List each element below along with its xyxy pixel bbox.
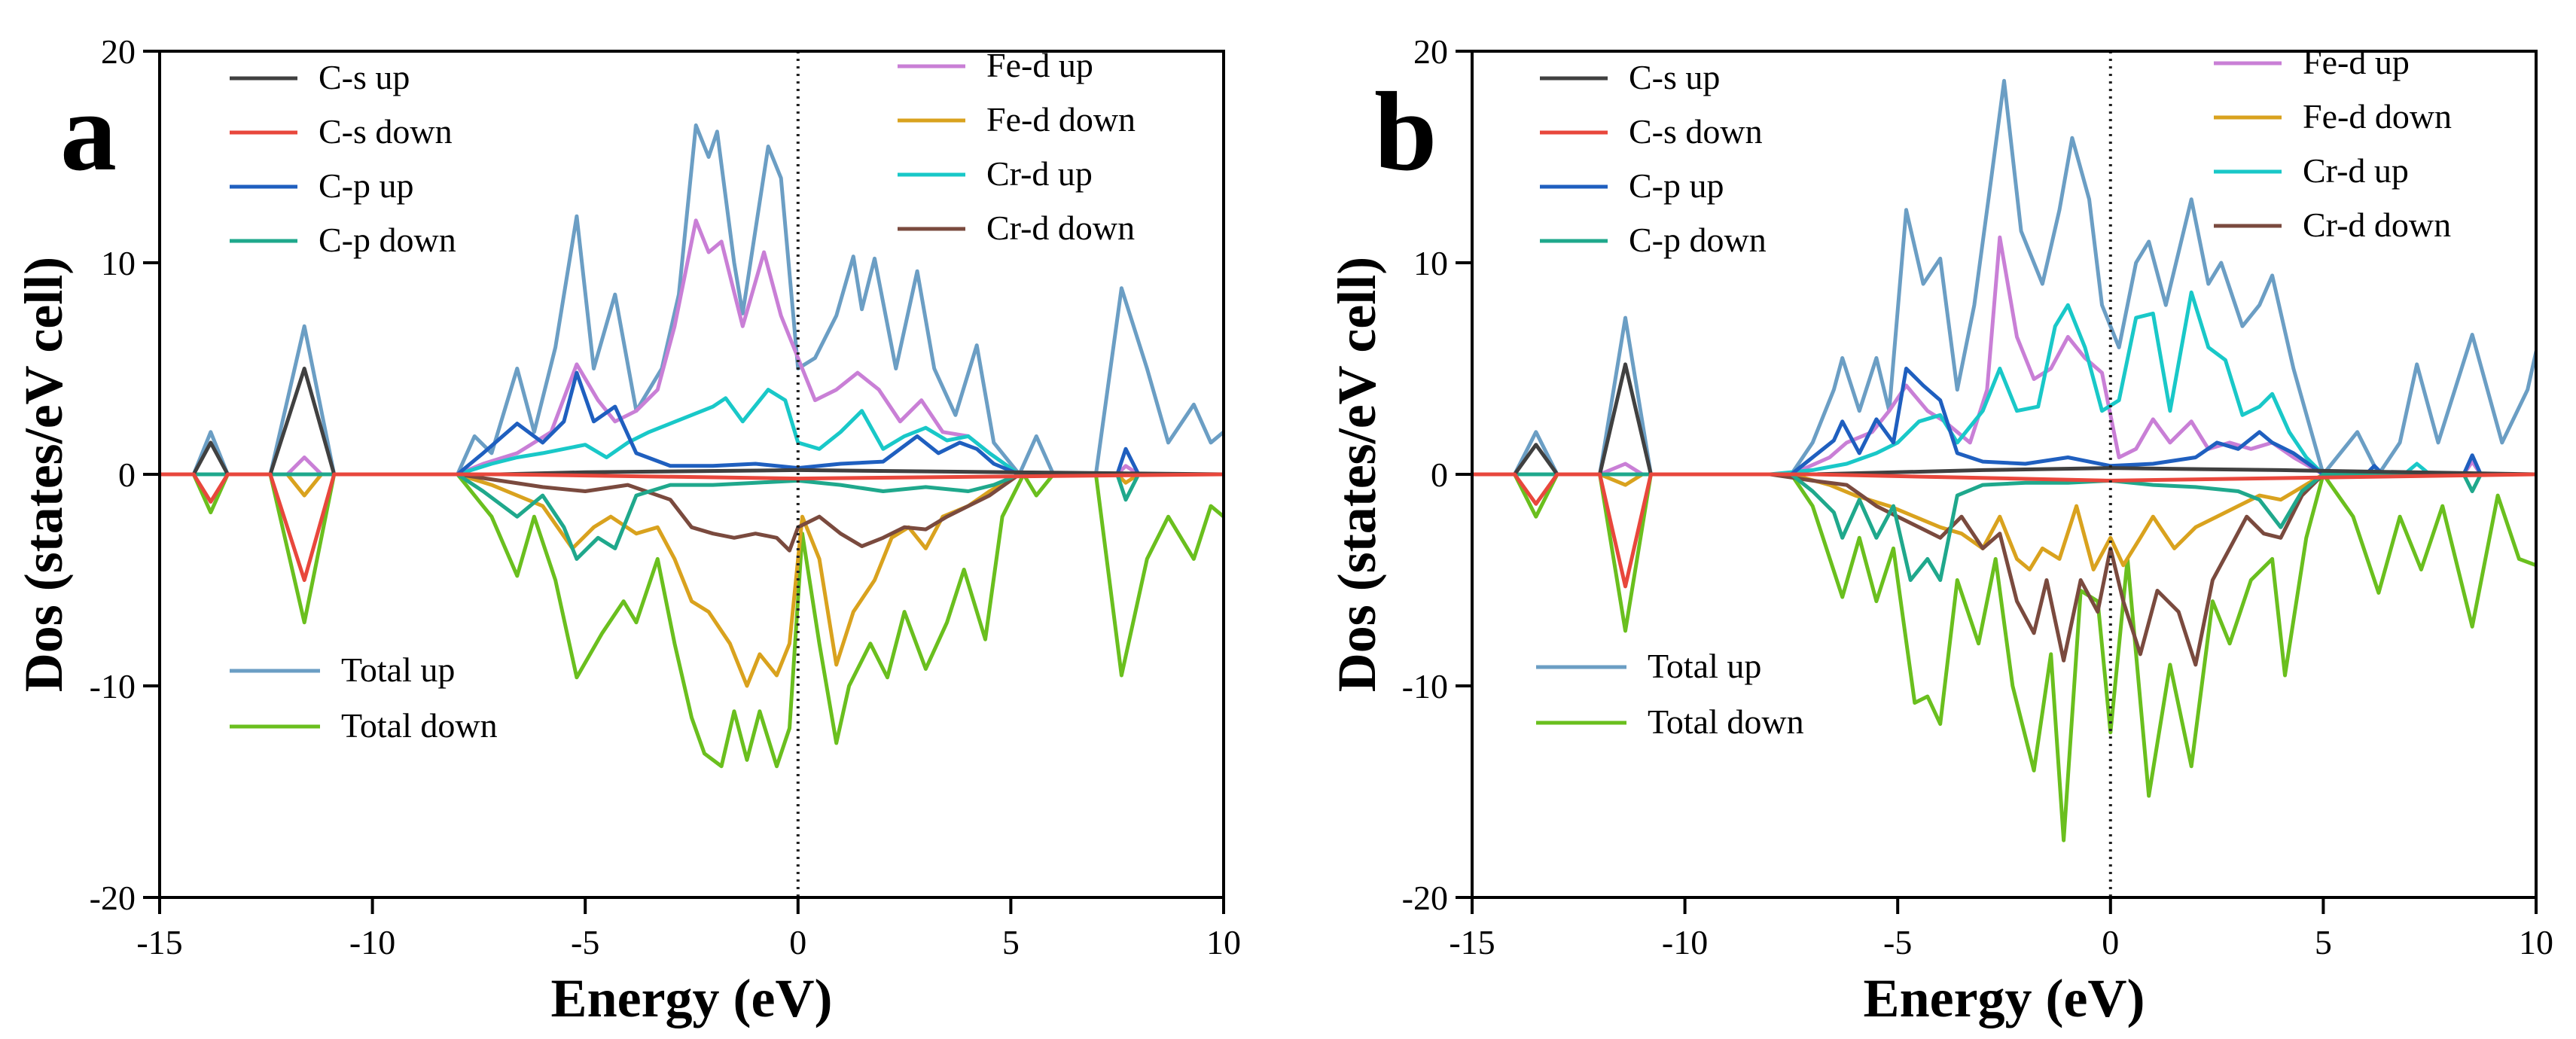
x-tick-label: 0 bbox=[789, 923, 806, 961]
x-tick-label: -15 bbox=[136, 923, 182, 961]
panel-a: -15 -10 -5 0 5 10 -20 -10 0 10 20 Energy (eV) Dos (s… bbox=[14, 32, 1241, 1028]
y-tick-label: 0 bbox=[1431, 456, 1448, 494]
series-line-c-p-down bbox=[1472, 472, 2536, 582]
series-line-total-down bbox=[1472, 472, 2536, 842]
y-tick-label: 10 bbox=[1413, 244, 1448, 282]
x-tick-label: -5 bbox=[1883, 923, 1912, 961]
x-tick-label: 10 bbox=[2519, 923, 2553, 961]
y-axis-title: Dos (states/eV cell) bbox=[1327, 257, 1387, 693]
series-line-c-s-down bbox=[1472, 472, 2536, 589]
y-tick-label: -20 bbox=[90, 879, 136, 917]
series-group bbox=[160, 123, 1224, 769]
legend-top-right: Fe-d up Fe-d down Cr-d up Cr-d down bbox=[898, 46, 1136, 247]
x-tick-label: 5 bbox=[2315, 923, 2332, 961]
y-tick-label: 20 bbox=[1413, 32, 1448, 71]
y-axis-title: Dos (states/eV cell) bbox=[14, 257, 74, 693]
series-line-total-up bbox=[1472, 78, 2536, 477]
panel-label: b bbox=[1374, 69, 1437, 194]
legend-label-fe-d-up: Fe-d up bbox=[2303, 43, 2410, 81]
series-line-total-up bbox=[160, 123, 1224, 477]
legend-label-fe-d-up: Fe-d up bbox=[986, 46, 1093, 84]
y-tick-label: 0 bbox=[118, 456, 136, 494]
y-tick-label: -10 bbox=[90, 667, 136, 705]
series-line-c-s-down bbox=[160, 472, 1224, 582]
series-line-fe-d-down bbox=[1472, 472, 2536, 571]
x-tick-label: 0 bbox=[2102, 923, 2119, 961]
legend-label-total-down: Total down bbox=[1648, 702, 1804, 741]
legend-bottom-left: Total up Total down bbox=[230, 651, 498, 745]
legend-label-c-p-down: C-p down bbox=[1629, 221, 1767, 259]
legend-label-cr-d-up: Cr-d up bbox=[986, 154, 1093, 193]
legend-label-fe-d-down: Fe-d down bbox=[986, 100, 1136, 139]
series-line-total-down bbox=[160, 472, 1224, 769]
series-line-cr-d-up bbox=[1472, 290, 2536, 477]
legend-label-total-up: Total up bbox=[341, 651, 455, 689]
x-tick-label: -5 bbox=[571, 923, 599, 961]
series-line-fe-d-down bbox=[160, 472, 1224, 688]
legend-label-c-s-down: C-s down bbox=[319, 112, 453, 151]
legend-label-c-p-up: C-p up bbox=[319, 166, 414, 205]
x-axis-title: Energy (eV) bbox=[551, 968, 833, 1028]
x-axis-title: Energy (eV) bbox=[1864, 968, 2145, 1028]
legend-label-cr-d-up: Cr-d up bbox=[2303, 151, 2409, 190]
y-tick-label: -20 bbox=[1402, 879, 1448, 917]
legend-top-left: C-s up C-s down C-p up C-p down bbox=[230, 58, 456, 259]
legend-label-total-up: Total up bbox=[1648, 647, 1761, 685]
x-tick-label: -15 bbox=[1449, 923, 1495, 961]
x-tick-label: -10 bbox=[1662, 923, 1708, 961]
panel-b: -15 -10 -5 0 5 10 -20 -10 0 10 20 Energy (eV) Dos (s… bbox=[1327, 32, 2553, 1028]
legend-label-cr-d-down: Cr-d down bbox=[2303, 206, 2451, 244]
legend-top-right: Fe-d up Fe-d down Cr-d up Cr-d down bbox=[2214, 43, 2452, 244]
legend-top-left: C-s up C-s down C-p up C-p down bbox=[1540, 58, 1767, 259]
y-tick-label: 20 bbox=[101, 32, 136, 71]
x-tick-label: 5 bbox=[1002, 923, 1020, 961]
y-tick-label: 10 bbox=[101, 244, 136, 282]
x-tick-label: -10 bbox=[349, 923, 395, 961]
legend-label-cr-d-down: Cr-d down bbox=[986, 209, 1135, 247]
series-line-c-s-up bbox=[160, 367, 1224, 477]
legend-label-c-p-up: C-p up bbox=[1629, 166, 1724, 205]
legend-label-c-s-down: C-s down bbox=[1629, 112, 1763, 151]
legend-bottom-left: Total up Total down bbox=[1536, 647, 1804, 741]
legend-label-c-p-down: C-p down bbox=[319, 221, 456, 259]
series-line-cr-d-up bbox=[160, 388, 1224, 477]
panel-label: a bbox=[60, 69, 117, 194]
legend-label-total-down: Total down bbox=[341, 706, 498, 745]
series-line-cr-d-down bbox=[160, 472, 1224, 553]
series-line-c-s-up bbox=[1472, 362, 2536, 477]
y-tick-label: -10 bbox=[1402, 667, 1448, 705]
x-tick-label: 10 bbox=[1206, 923, 1241, 961]
legend-label-c-s-up: C-s up bbox=[1629, 58, 1720, 96]
legend-label-c-s-up: C-s up bbox=[319, 58, 410, 96]
legend-label-fe-d-down: Fe-d down bbox=[2303, 97, 2452, 136]
